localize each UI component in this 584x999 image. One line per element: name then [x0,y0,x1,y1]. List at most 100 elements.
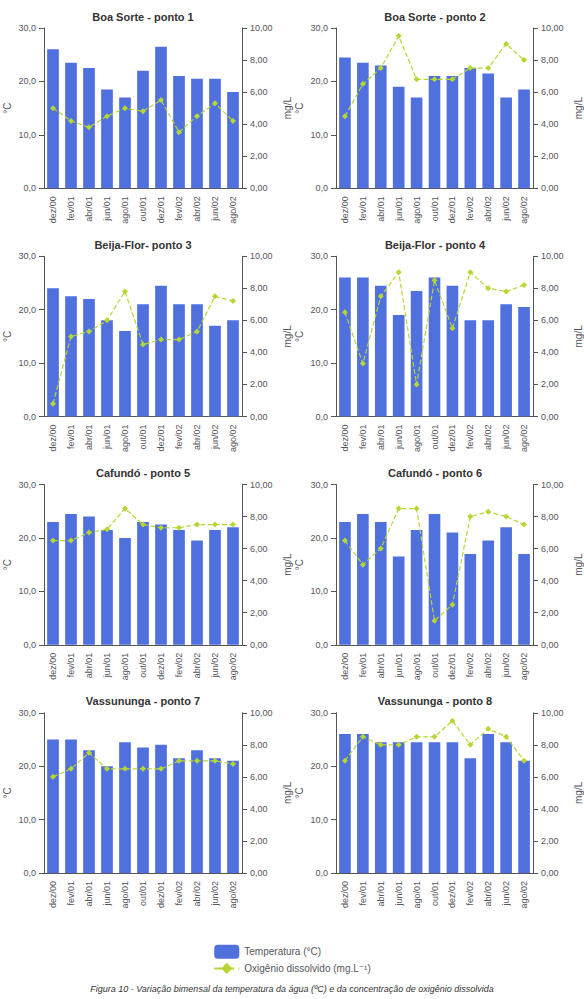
svg-text:dez/00: dez/00 [48,425,58,452]
svg-text:0,0: 0,0 [23,868,36,878]
svg-text:Beija-Flor- ponto 3: Beija-Flor- ponto 3 [94,239,191,251]
svg-text:fev/02: fev/02 [174,425,184,450]
svg-text:2,00: 2,00 [250,151,268,161]
svg-text:mg/L: mg/L [282,325,293,348]
svg-text:mg/L: mg/L [573,97,584,120]
svg-text:20,0: 20,0 [18,305,36,315]
svg-text:abr/01: abr/01 [376,881,386,907]
svg-text:20,0: 20,0 [310,305,328,315]
svg-text:2,00: 2,00 [541,836,559,846]
svg-text:0,00: 0,00 [250,183,268,193]
svg-text:ago/02: ago/02 [228,425,238,453]
svg-text:10,00: 10,00 [541,480,564,490]
svg-text:°C: °C [294,331,305,342]
svg-text:6,00: 6,00 [541,315,559,325]
svg-text:dez/01: dez/01 [447,881,457,908]
svg-text:ago/01: ago/01 [412,425,422,453]
svg-text:8,00: 8,00 [250,512,268,522]
svg-text:10,0: 10,0 [18,130,36,140]
svg-text:0,00: 0,00 [250,640,268,650]
svg-text:0,0: 0,0 [315,640,328,650]
svg-text:0,00: 0,00 [250,412,268,422]
svg-text:°C: °C [294,787,305,798]
svg-text:fev/01: fev/01 [358,425,368,450]
svg-text:dez/00: dez/00 [340,425,350,452]
svg-text:dez/01: dez/01 [447,425,457,452]
svg-text:fev/01: fev/01 [66,881,76,906]
svg-text:dez/00: dez/00 [340,196,350,223]
svg-text:dez/00: dez/00 [48,196,58,223]
svg-text:°C: °C [2,787,13,798]
svg-text:0,00: 0,00 [541,412,559,422]
svg-text:8,00: 8,00 [541,55,559,65]
svg-text:4,00: 4,00 [541,347,559,357]
svg-text:fev/01: fev/01 [66,196,76,221]
svg-text:20,0: 20,0 [18,533,36,543]
svg-text:fev/01: fev/01 [358,881,368,906]
svg-text:mg/L: mg/L [282,97,293,120]
svg-text:4,00: 4,00 [250,119,268,129]
svg-text:abr/02: abr/02 [192,881,202,907]
svg-text:10,0: 10,0 [310,815,328,825]
svg-text:Boa Sorte - ponto 1: Boa Sorte - ponto 1 [92,11,193,23]
svg-text:0,0: 0,0 [23,183,36,193]
svg-text:10,00: 10,00 [250,23,273,33]
svg-text:Oxigênio dissolvido (mg.L⁻¹): Oxigênio dissolvido (mg.L⁻¹) [244,963,370,974]
svg-text:2,00: 2,00 [541,151,559,161]
svg-text:ago/01: ago/01 [120,881,130,909]
svg-text:fev/01: fev/01 [358,196,368,221]
svg-text:6,00: 6,00 [250,544,268,554]
svg-text:10,0: 10,0 [310,358,328,368]
svg-text:abr/01: abr/01 [84,425,94,451]
svg-text:fev/01: fev/01 [66,653,76,678]
svg-text:jun/02: jun/02 [501,881,511,907]
svg-text:°C: °C [2,103,13,114]
svg-text:jun/02: jun/02 [210,425,220,451]
svg-text:mg/L: mg/L [282,781,293,804]
svg-text:jun/01: jun/01 [102,196,112,222]
svg-text:30,0: 30,0 [18,480,36,490]
svg-text:fev/02: fev/02 [174,196,184,221]
svg-text:8,00: 8,00 [541,512,559,522]
svg-text:abr/01: abr/01 [84,196,94,222]
svg-text:30,0: 30,0 [18,251,36,261]
svg-text:dez/01: dez/01 [447,196,457,223]
svg-text:jun/01: jun/01 [102,881,112,907]
svg-text:ago/02: ago/02 [228,881,238,909]
svg-text:30,0: 30,0 [310,480,328,490]
svg-text:2,00: 2,00 [250,836,268,846]
svg-text:2,00: 2,00 [541,379,559,389]
svg-text:°C: °C [294,559,305,570]
svg-text:jun/02: jun/02 [210,653,220,679]
svg-text:abr/02: abr/02 [483,196,493,222]
svg-text:abr/02: abr/02 [192,196,202,222]
svg-text:20,0: 20,0 [310,761,328,771]
svg-text:abr/01: abr/01 [84,653,94,679]
svg-text:30,0: 30,0 [310,23,328,33]
svg-text:0,00: 0,00 [250,868,268,878]
svg-text:Figura 10 - Variação bimensal: Figura 10 - Variação bimensal da tempera… [90,984,494,994]
svg-text:dez/01: dez/01 [156,196,166,223]
svg-text:dez/00: dez/00 [48,881,58,908]
svg-text:0,0: 0,0 [315,412,328,422]
svg-text:6,00: 6,00 [250,772,268,782]
svg-text:jun/02: jun/02 [210,881,220,907]
svg-text:abr/01: abr/01 [376,653,386,679]
svg-text:fev/01: fev/01 [66,425,76,450]
svg-text:out/01: out/01 [138,881,148,906]
svg-text:10,0: 10,0 [18,358,36,368]
svg-text:abr/01: abr/01 [84,881,94,907]
svg-text:jun/01: jun/01 [102,425,112,451]
svg-text:0,00: 0,00 [541,183,559,193]
svg-text:4,00: 4,00 [541,576,559,586]
svg-text:ago/01: ago/01 [412,653,422,681]
svg-text:abr/02: abr/02 [192,425,202,451]
svg-text:20,0: 20,0 [310,533,328,543]
svg-text:°C: °C [294,103,305,114]
svg-text:dez/01: dez/01 [447,653,457,680]
svg-text:4,00: 4,00 [250,347,268,357]
svg-text:8,00: 8,00 [541,283,559,293]
svg-text:jun/01: jun/01 [394,653,404,679]
svg-text:fev/02: fev/02 [174,653,184,678]
svg-text:0,0: 0,0 [23,412,36,422]
